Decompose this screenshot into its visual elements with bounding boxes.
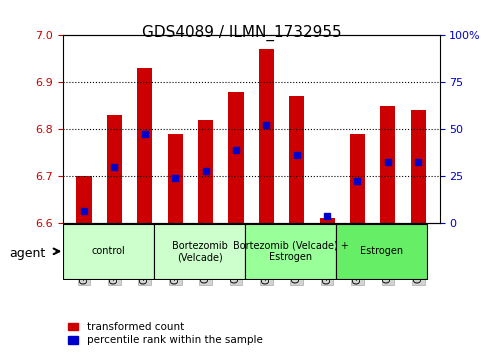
FancyBboxPatch shape [63,224,154,279]
Bar [259,50,274,223]
Legend: transformed count, percentile rank within the sample: transformed count, percentile rank withi… [68,322,263,345]
FancyBboxPatch shape [245,224,336,279]
Bar [228,92,243,223]
FancyBboxPatch shape [336,224,427,279]
Text: GDS4089 / ILMN_1732955: GDS4089 / ILMN_1732955 [142,25,341,41]
Bar [168,134,183,223]
Text: control: control [91,246,125,256]
Bar [320,218,335,223]
Bar [137,68,153,223]
Bar [289,96,304,223]
Bar [411,110,426,223]
Text: agent: agent [10,247,46,259]
Bar [198,120,213,223]
Text: Bortezomib (Velcade) +
Estrogen: Bortezomib (Velcade) + Estrogen [233,240,349,262]
Bar [76,176,92,223]
Text: Bortezomib
(Velcade): Bortezomib (Velcade) [171,240,227,262]
Bar [350,134,365,223]
Bar [107,115,122,223]
Bar [380,106,396,223]
FancyBboxPatch shape [154,224,245,279]
Text: Estrogen: Estrogen [360,246,403,256]
